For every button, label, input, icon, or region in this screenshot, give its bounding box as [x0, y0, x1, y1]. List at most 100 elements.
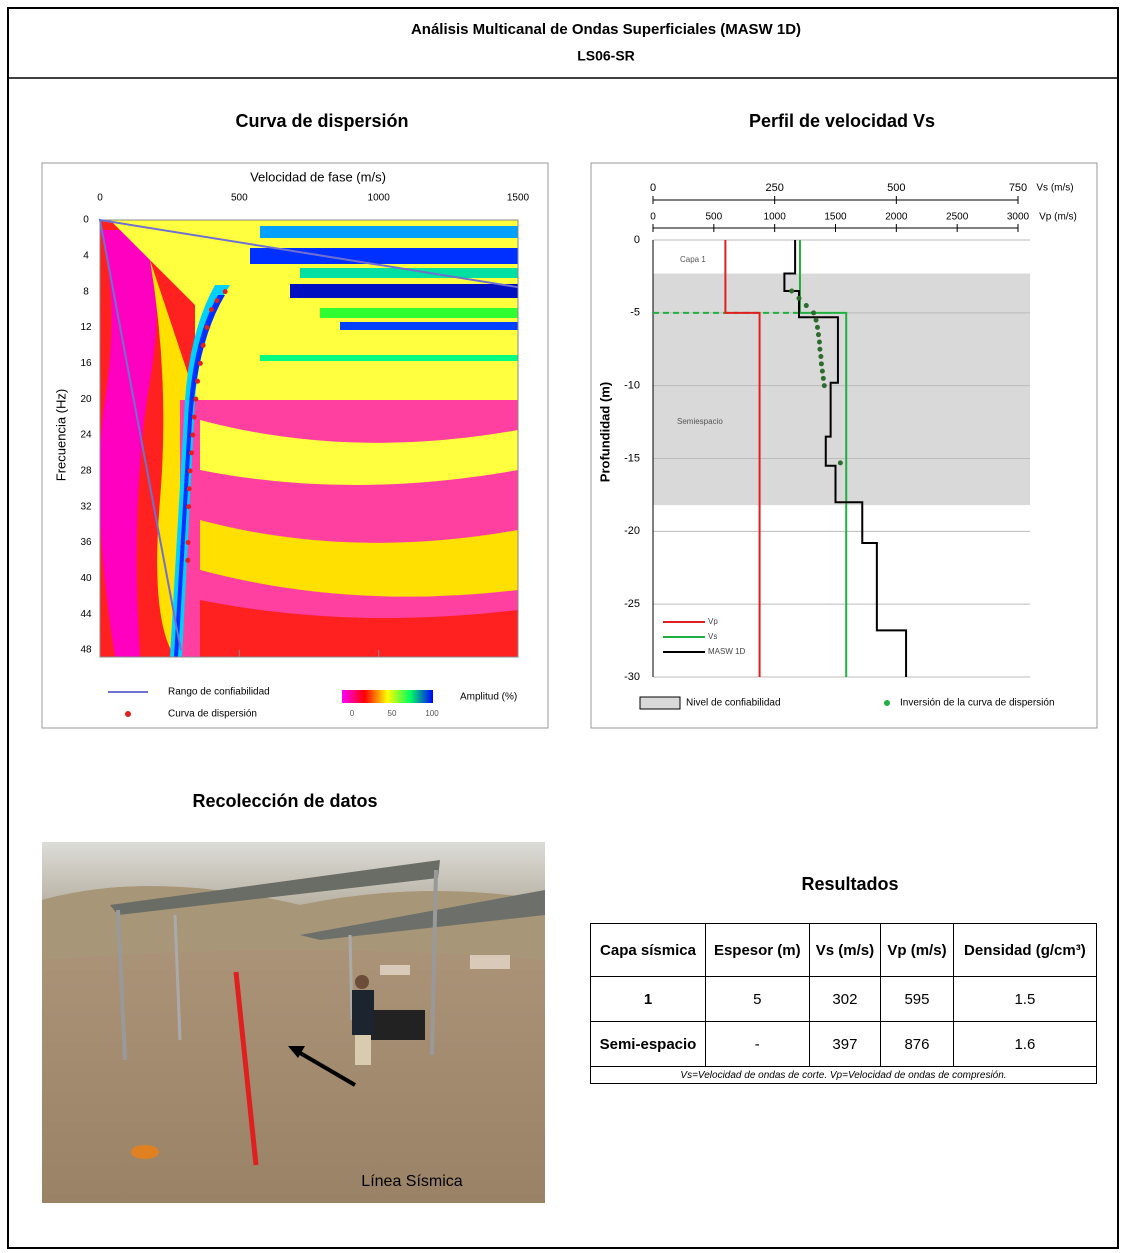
- note: Vs=Velocidad de ondas de corte. Vp=Veloc…: [590, 1066, 1097, 1084]
- colorbar: [342, 690, 433, 703]
- series-point: [818, 354, 824, 360]
- legend-swatch: [125, 711, 131, 717]
- legend-label: Inversión de la curva de dispersión: [900, 698, 1055, 709]
- amplitude-image: [100, 220, 518, 657]
- y-axis-label: Profundidad (m): [597, 382, 612, 482]
- legend-swatch: [884, 700, 890, 706]
- series-point: [816, 339, 822, 345]
- series-line: [98, 218, 519, 651]
- series-point: [186, 504, 192, 510]
- cell: 5: [704, 976, 810, 1022]
- x2-tick-label: 3000: [1007, 212, 1030, 223]
- legend-label: Vp: [708, 617, 718, 626]
- cell: Semi-espacio: [590, 1021, 706, 1067]
- y-tick-label: 8: [83, 286, 89, 297]
- x-tick-label: 1500: [507, 193, 530, 204]
- series-point: [817, 346, 823, 352]
- series-point: [185, 557, 191, 563]
- cell: 595: [880, 976, 954, 1022]
- series-point: [187, 468, 193, 474]
- cell: 397: [808, 1021, 882, 1067]
- chart-title: Perfil de velocidad Vs: [749, 111, 935, 131]
- colorbar-tick-label: 100: [425, 709, 439, 718]
- x2-tick-label: 2000: [885, 212, 908, 223]
- colorbar-tick-label: 50: [388, 709, 397, 718]
- x2-tick-label: 1000: [764, 212, 787, 223]
- series-line: [724, 240, 761, 677]
- legend-label: MASW 1D: [708, 647, 746, 656]
- series-point: [811, 310, 817, 316]
- x-tick-label: 0: [650, 182, 656, 194]
- legend-label: Nivel de confiabilidad: [686, 698, 781, 709]
- series-point: [837, 460, 843, 466]
- series-point: [803, 303, 809, 309]
- series-point: [821, 383, 827, 389]
- series-point: [197, 360, 203, 366]
- table-title: Resultados: [801, 874, 898, 894]
- series-point: [200, 342, 206, 348]
- confidence-band: [653, 273, 1030, 506]
- header-cell: Capa sísmica: [590, 923, 706, 977]
- header-cell: Vp (m/s): [880, 923, 954, 977]
- legend-swatch: [639, 696, 681, 710]
- series-line: [798, 240, 848, 677]
- chart-title: Curva de dispersión: [235, 111, 408, 131]
- y-tick-label: 20: [80, 394, 92, 405]
- x2-tick-label: 2500: [946, 212, 969, 223]
- x2-tick-label: 500: [705, 212, 722, 223]
- header-cell: Densidad (g/cm³): [952, 923, 1098, 977]
- photo-caption: Línea Sísmica: [361, 1173, 462, 1190]
- y-tick-label: -25: [624, 598, 640, 610]
- y-tick-label: 24: [80, 430, 92, 441]
- annotation: Capa 1: [680, 255, 706, 264]
- series-point: [789, 288, 795, 294]
- y-tick-label: 32: [80, 501, 92, 512]
- series-point: [819, 368, 825, 374]
- x2-axis-label: Vp (m/s): [1039, 212, 1077, 223]
- header-title: Análisis Multicanal de Ondas Superficial…: [411, 21, 801, 38]
- series-point: [208, 307, 214, 313]
- y-tick-label: 16: [80, 358, 92, 369]
- y-tick-label: 36: [80, 537, 92, 548]
- series-line: [783, 240, 908, 677]
- y-tick-label: 0: [634, 234, 640, 246]
- x-axis-label: Vs (m/s): [1036, 183, 1073, 194]
- series-point: [186, 486, 192, 492]
- header-cell: Vs (m/s): [808, 923, 882, 977]
- page-border: [7, 7, 1119, 1249]
- y-tick-label: 48: [80, 645, 92, 656]
- note-row: Vs=Velocidad de ondas de corte. Vp=Veloc…: [590, 1066, 1097, 1084]
- series-point: [814, 324, 820, 330]
- x-tick-label: 1000: [368, 193, 391, 204]
- y-tick-label: -30: [624, 671, 640, 683]
- legend-label: Vs: [708, 632, 717, 641]
- profile-chart: 0 -5 -10 -15 -20 -25 -30 Profundidad (m) 0 250 500…: [597, 182, 1077, 710]
- series-point: [222, 289, 228, 295]
- series-point: [818, 361, 824, 367]
- colorbar-tick-label: 0: [350, 709, 355, 718]
- series-point: [195, 378, 201, 384]
- colorbar-label: Amplitud (%): [460, 692, 517, 703]
- series-point: [185, 540, 191, 545]
- y-tick-label: 12: [80, 322, 92, 333]
- series-point: [813, 317, 819, 323]
- y-tick-label: -15: [624, 452, 640, 464]
- series-point: [188, 450, 194, 456]
- dispersion-chart: Velocidad de fase (m/s) Frecuencia (Hz) 0 5…: [53, 169, 529, 719]
- row: 1 5 302 595 1.5: [590, 976, 1098, 1022]
- cell: 1.6: [952, 1021, 1098, 1067]
- header-cell: Espesor (m): [704, 923, 810, 977]
- series-point: [204, 325, 210, 330]
- header-row: Capa sísmica Espesor (m) Vs (m/s) Vp (m/s) D…: [590, 923, 1098, 977]
- legend-label: Rango de confiabilidad: [168, 687, 270, 698]
- series-point: [820, 375, 826, 381]
- cell: -: [704, 1021, 810, 1067]
- x2-tick-label: 1500: [824, 212, 847, 223]
- y-tick-label: 40: [80, 573, 92, 584]
- x-tick-label: 0: [97, 193, 103, 204]
- y-tick-label: -20: [624, 525, 640, 537]
- x-tick-label: 500: [231, 193, 248, 204]
- x-tick-label: 500: [887, 182, 905, 194]
